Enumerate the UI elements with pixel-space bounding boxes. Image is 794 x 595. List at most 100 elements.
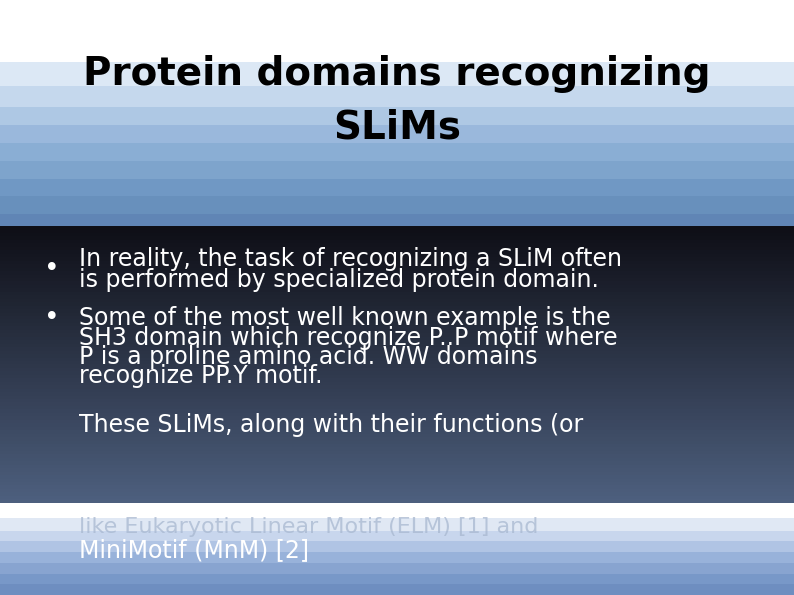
Polygon shape [0, 257, 794, 261]
Polygon shape [0, 309, 794, 312]
Polygon shape [0, 271, 794, 274]
Text: SLiMs: SLiMs [333, 109, 461, 147]
Polygon shape [0, 354, 794, 358]
Polygon shape [0, 214, 794, 226]
Polygon shape [0, 475, 794, 478]
Polygon shape [0, 364, 794, 368]
Text: like Eukaryotic Linear Motif (ELM) [1] and: like Eukaryotic Linear Motif (ELM) [1] a… [79, 517, 539, 537]
Polygon shape [0, 427, 794, 430]
Polygon shape [0, 444, 794, 447]
Polygon shape [0, 468, 794, 472]
Polygon shape [0, 434, 794, 437]
Polygon shape [0, 406, 794, 409]
Polygon shape [0, 493, 794, 496]
Text: These SLiMs, along with their functions (or: These SLiMs, along with their functions … [79, 414, 584, 437]
Polygon shape [0, 344, 794, 347]
Polygon shape [0, 274, 794, 278]
Polygon shape [0, 230, 794, 233]
Polygon shape [0, 482, 794, 486]
Polygon shape [0, 62, 794, 86]
Polygon shape [0, 299, 794, 302]
Polygon shape [0, 340, 794, 344]
Polygon shape [0, 261, 794, 264]
Polygon shape [0, 430, 794, 434]
Polygon shape [0, 361, 794, 364]
Polygon shape [0, 378, 794, 382]
Polygon shape [0, 243, 794, 247]
Polygon shape [0, 574, 794, 584]
Polygon shape [0, 253, 794, 257]
Polygon shape [0, 382, 794, 385]
Polygon shape [0, 330, 794, 333]
Polygon shape [0, 413, 794, 416]
Polygon shape [0, 478, 794, 482]
Polygon shape [0, 196, 794, 214]
Polygon shape [0, 472, 794, 475]
Text: Some of the most well known example is the: Some of the most well known example is t… [79, 306, 611, 330]
Text: MiniMotif (MnM) [2]: MiniMotif (MnM) [2] [79, 538, 310, 562]
Polygon shape [0, 416, 794, 420]
Text: recognize PP.Y motif.: recognize PP.Y motif. [79, 364, 323, 388]
Polygon shape [0, 399, 794, 402]
Polygon shape [0, 0, 794, 62]
Polygon shape [0, 289, 794, 292]
Text: SH3 domain which recognize P..P motif where: SH3 domain which recognize P..P motif wh… [79, 326, 618, 350]
Polygon shape [0, 447, 794, 451]
Polygon shape [0, 371, 794, 375]
Polygon shape [0, 250, 794, 253]
Polygon shape [0, 278, 794, 281]
Polygon shape [0, 385, 794, 389]
Text: In reality, the task of recognizing a SLiM often: In reality, the task of recognizing a SL… [79, 247, 622, 271]
Text: is performed by specialized protein domain.: is performed by specialized protein doma… [79, 268, 599, 292]
Polygon shape [0, 161, 794, 178]
Polygon shape [0, 402, 794, 406]
Polygon shape [0, 461, 794, 465]
Polygon shape [0, 503, 794, 518]
Polygon shape [0, 409, 794, 413]
Polygon shape [0, 489, 794, 493]
Polygon shape [0, 86, 794, 107]
Text: Protein domains recognizing: Protein domains recognizing [83, 55, 711, 93]
Polygon shape [0, 552, 794, 563]
Polygon shape [0, 518, 794, 531]
Polygon shape [0, 496, 794, 499]
Polygon shape [0, 236, 794, 240]
Polygon shape [0, 306, 794, 309]
Polygon shape [0, 226, 794, 230]
Polygon shape [0, 541, 794, 552]
Polygon shape [0, 285, 794, 289]
Polygon shape [0, 333, 794, 337]
Polygon shape [0, 458, 794, 461]
Polygon shape [0, 531, 794, 541]
Polygon shape [0, 420, 794, 423]
Polygon shape [0, 295, 794, 299]
Text: P is a proline amino acid. WW domains: P is a proline amino acid. WW domains [79, 345, 538, 369]
Text: •: • [44, 256, 60, 282]
Polygon shape [0, 312, 794, 316]
Polygon shape [0, 292, 794, 295]
Polygon shape [0, 392, 794, 396]
Polygon shape [0, 368, 794, 371]
Polygon shape [0, 451, 794, 455]
Polygon shape [0, 281, 794, 285]
Polygon shape [0, 316, 794, 320]
Polygon shape [0, 327, 794, 330]
Polygon shape [0, 350, 794, 354]
Polygon shape [0, 264, 794, 268]
Polygon shape [0, 499, 794, 503]
Polygon shape [0, 302, 794, 306]
Polygon shape [0, 323, 794, 327]
Polygon shape [0, 143, 794, 161]
Polygon shape [0, 358, 794, 361]
Text: •: • [44, 305, 60, 331]
Polygon shape [0, 320, 794, 323]
Polygon shape [0, 178, 794, 196]
Polygon shape [0, 337, 794, 340]
Polygon shape [0, 563, 794, 574]
Polygon shape [0, 455, 794, 458]
Polygon shape [0, 125, 794, 143]
Polygon shape [0, 247, 794, 250]
Polygon shape [0, 423, 794, 427]
Polygon shape [0, 584, 794, 595]
Polygon shape [0, 465, 794, 468]
